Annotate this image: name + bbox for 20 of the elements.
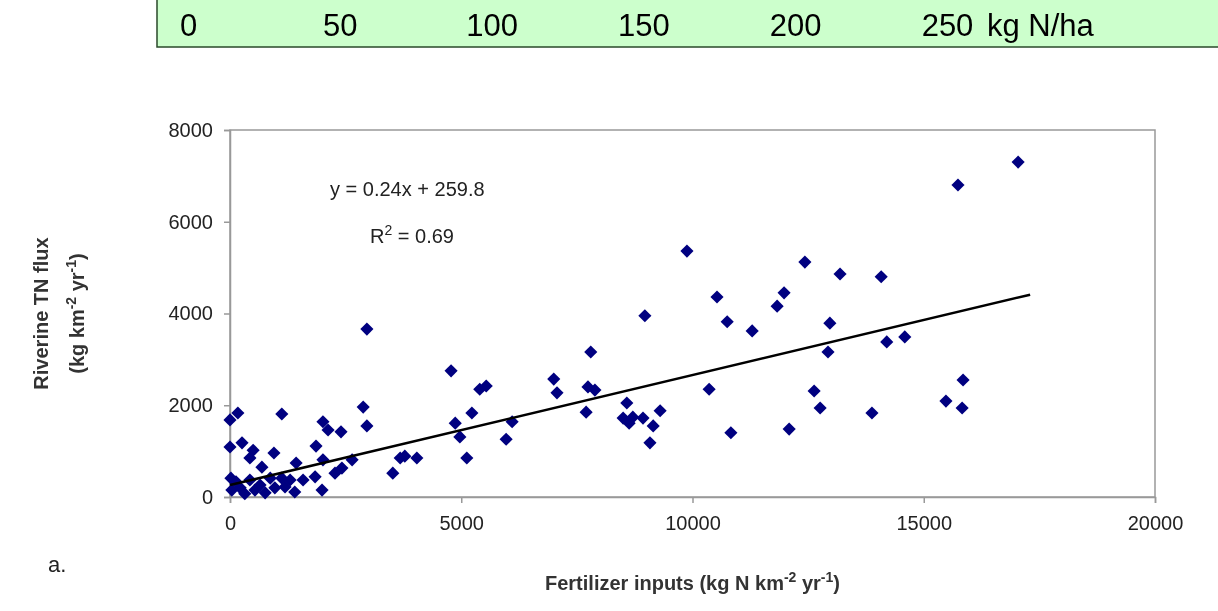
annotation: R$^{2}$ = 0.69 (370, 222, 454, 247)
y-tick-label: 8000 (168, 118, 213, 141)
x2-tick-label: 200 (769, 8, 822, 44)
y-tick-label: 2000 (168, 394, 213, 417)
annotation: y = 0.24x + 259.8 (330, 178, 485, 200)
x2-tick-label: 100 (466, 8, 518, 44)
x2-axis-title: kg N/ha (987, 8, 1095, 43)
y-tick-label: 4000 (168, 302, 213, 325)
x-tick-label: 10000 (665, 512, 721, 534)
x-tick-label: 0 (224, 512, 237, 534)
y-tick-label: 6000 (168, 210, 213, 233)
x2-tick-label: 150 (618, 8, 670, 44)
x-tick-label: 20000 (1127, 512, 1184, 534)
y-tick-label: 0 (201, 485, 213, 508)
x2-tick-label: 50 (323, 8, 358, 44)
x-tick-label: 15000 (896, 512, 953, 534)
text: a. (48, 552, 67, 577)
x-tick-label: 5000 (439, 512, 484, 534)
x-axis-title: Fertilizer inputs (kg N km$^{-2}$ yr$^{-1}$) (545, 569, 840, 594)
x2-tick-label: 250 (921, 8, 974, 44)
